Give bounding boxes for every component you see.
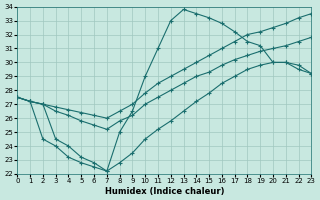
X-axis label: Humidex (Indice chaleur): Humidex (Indice chaleur) (105, 187, 224, 196)
